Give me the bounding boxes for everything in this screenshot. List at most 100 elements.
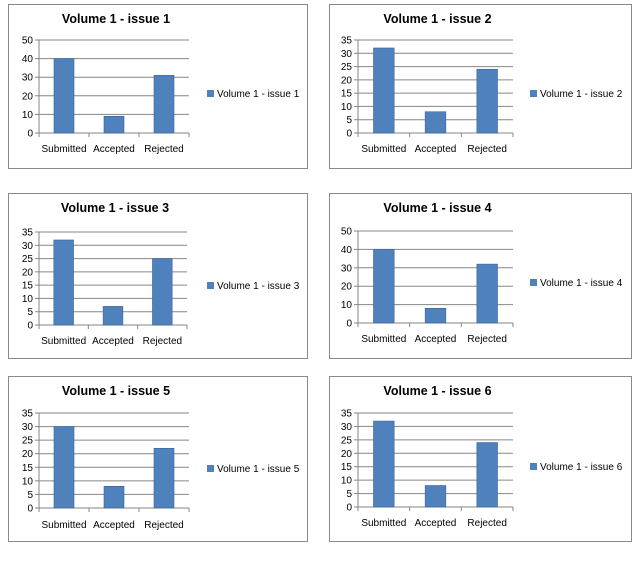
bar-chart: Volume 1 - issue 1 0 10 20 30 40 50 Submitted Ac… <box>22 12 300 155</box>
legend-swatch <box>530 90 537 97</box>
legend-label: Volume 1 - issue 2 <box>540 89 623 100</box>
y-tick-label: 30 <box>341 49 353 60</box>
chart-title: Volume 1 - issue 4 <box>383 201 491 215</box>
y-tick-label: 25 <box>341 435 353 446</box>
x-tick-label: Submitted <box>41 520 86 531</box>
x-tick-label: Rejected <box>144 520 183 531</box>
x-tick-label: Accepted <box>92 336 134 347</box>
bar <box>103 115 125 134</box>
x-tick-label: Rejected <box>467 144 506 155</box>
y-tick-label: 35 <box>22 228 34 239</box>
chart-title: Volume 1 - issue 3 <box>61 201 169 215</box>
y-tick-label: 10 <box>22 476 34 487</box>
bar <box>103 485 125 509</box>
x-tick-label: Submitted <box>41 336 86 347</box>
x-tick-label: Submitted <box>361 334 406 345</box>
legend-swatch <box>207 282 214 289</box>
bar <box>373 420 395 508</box>
bar <box>53 58 75 134</box>
y-tick-label: 35 <box>341 36 353 47</box>
x-tick-label: Rejected <box>467 518 506 529</box>
chart-panel: Volume 1 - issue 4 0 10 20 30 40 50 Submitted Ac… <box>329 193 632 359</box>
chart-panel: Volume 1 - issue 6 0 5 10 15 20 25 30 35 Submitte… <box>329 376 632 542</box>
y-tick-label: 5 <box>346 489 352 500</box>
bar-chart: Volume 1 - issue 3 0 5 10 15 20 25 30 35 Submitte… <box>22 201 300 347</box>
bar <box>153 75 175 134</box>
x-tick-label: Accepted <box>415 144 457 155</box>
y-tick-label: 10 <box>22 110 34 121</box>
x-tick-label: Submitted <box>361 144 406 155</box>
y-tick-label: 50 <box>22 36 34 47</box>
bar <box>424 307 447 324</box>
bar <box>476 442 498 508</box>
bar <box>152 258 173 326</box>
bar <box>424 111 447 134</box>
y-tick-label: 15 <box>22 463 34 474</box>
y-tick-label: 0 <box>27 504 33 515</box>
legend-swatch <box>207 90 214 97</box>
legend-label: Volume 1 - issue 4 <box>540 278 623 289</box>
y-tick-label: 20 <box>22 449 34 460</box>
bar <box>153 447 175 509</box>
x-tick-label: Rejected <box>143 336 182 347</box>
y-tick-label: 10 <box>341 476 353 487</box>
y-tick-label: 20 <box>341 449 353 460</box>
legend-swatch <box>530 279 537 286</box>
x-tick-label: Submitted <box>41 144 86 155</box>
y-tick-label: 0 <box>27 321 33 332</box>
y-tick-label: 10 <box>22 294 34 305</box>
y-tick-label: 5 <box>27 490 33 501</box>
legend-label: Volume 1 - issue 1 <box>217 89 300 100</box>
y-tick-label: 25 <box>22 436 34 447</box>
y-tick-label: 10 <box>341 300 353 311</box>
y-tick-label: 40 <box>341 245 353 256</box>
bar <box>476 263 498 324</box>
legend-label: Volume 1 - issue 3 <box>217 281 300 292</box>
bar <box>53 426 75 509</box>
chart-title: Volume 1 - issue 5 <box>62 384 170 398</box>
x-tick-label: Accepted <box>415 334 457 345</box>
legend-swatch <box>530 463 537 470</box>
x-tick-label: Accepted <box>93 520 135 531</box>
y-tick-label: 30 <box>22 241 34 252</box>
bar-chart: Volume 1 - issue 5 0 5 10 15 20 25 30 35 Submitte… <box>22 384 300 531</box>
y-tick-label: 40 <box>22 54 34 65</box>
y-tick-label: 20 <box>22 91 34 102</box>
chart-panel: Volume 1 - issue 2 0 5 10 15 20 25 30 35 Submitte… <box>329 4 632 169</box>
y-tick-label: 25 <box>341 62 353 73</box>
y-tick-label: 20 <box>22 267 34 278</box>
y-tick-label: 30 <box>341 263 353 274</box>
y-tick-label: 15 <box>22 281 34 292</box>
chart-panel: Volume 1 - issue 5 0 5 10 15 20 25 30 35 Submitte… <box>8 376 308 542</box>
y-tick-label: 30 <box>22 422 34 433</box>
y-tick-label: 0 <box>346 319 352 330</box>
legend-label: Volume 1 - issue 6 <box>540 462 623 473</box>
y-tick-label: 5 <box>27 307 33 318</box>
x-tick-label: Submitted <box>361 518 406 529</box>
chart-panel: Volume 1 - issue 3 0 5 10 15 20 25 30 35 Submitte… <box>8 193 308 359</box>
bar-chart: Volume 1 - issue 2 0 5 10 15 20 25 30 35 Submitte… <box>341 12 623 155</box>
y-tick-label: 0 <box>346 129 352 140</box>
y-tick-label: 35 <box>341 409 353 420</box>
y-tick-label: 20 <box>341 75 353 86</box>
chart-title: Volume 1 - issue 2 <box>383 12 491 26</box>
bar <box>53 239 74 326</box>
chart-title: Volume 1 - issue 1 <box>62 12 170 26</box>
bar <box>373 249 395 324</box>
y-tick-label: 5 <box>346 115 352 126</box>
bar <box>102 306 124 326</box>
bar-chart: Volume 1 - issue 4 0 10 20 30 40 50 Submitted Ac… <box>341 201 623 345</box>
y-tick-label: 30 <box>22 73 34 84</box>
y-tick-label: 15 <box>341 89 353 100</box>
chart-title: Volume 1 - issue 6 <box>383 384 491 398</box>
y-tick-label: 0 <box>346 503 352 514</box>
bar <box>424 485 447 508</box>
y-tick-label: 35 <box>22 409 34 420</box>
chart-panel: Volume 1 - issue 1 0 10 20 30 40 50 Submitted Ac… <box>8 4 308 169</box>
bar <box>476 68 498 134</box>
y-tick-label: 15 <box>341 462 353 473</box>
y-tick-label: 0 <box>27 129 33 140</box>
y-tick-label: 10 <box>341 102 353 113</box>
x-tick-label: Rejected <box>467 334 506 345</box>
y-tick-label: 50 <box>341 227 353 238</box>
